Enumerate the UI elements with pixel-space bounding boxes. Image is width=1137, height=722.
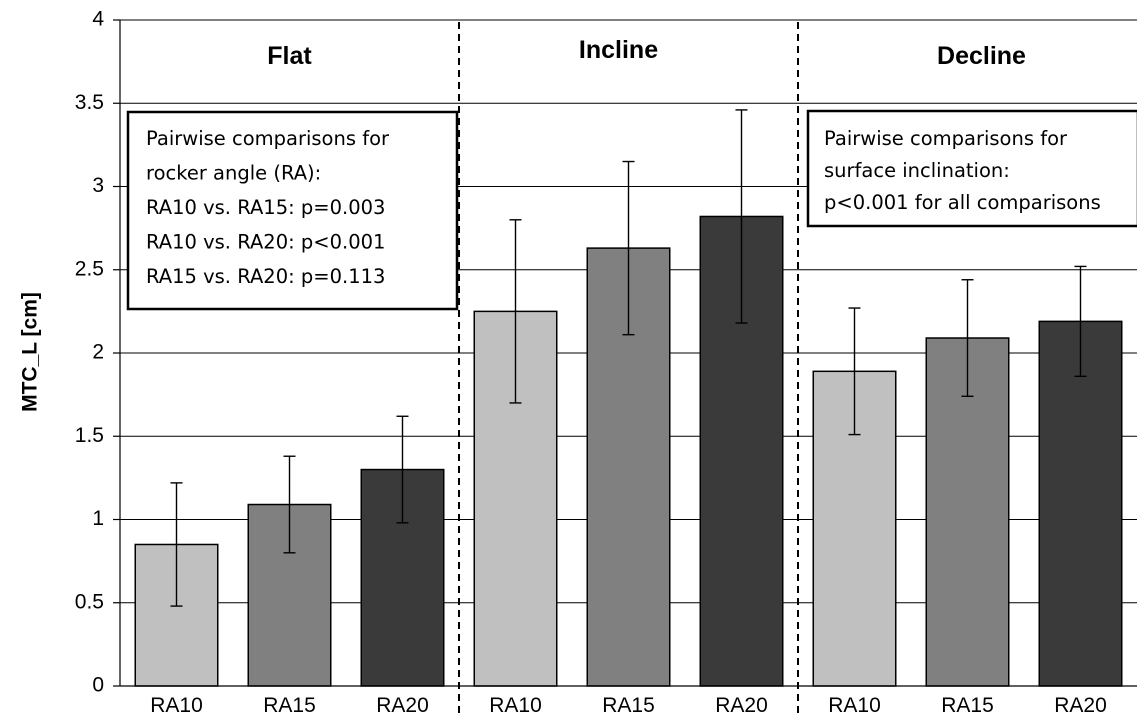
- group-label-decline: Decline: [937, 42, 1026, 70]
- annotations: Pairwise comparisons for rocker angle (RA…: [126, 109, 1137, 311]
- bars: [134, 215, 1123, 687]
- error-bars: [170, 109, 1087, 607]
- axes: [113, 19, 1137, 687]
- surface-inclination-note: Pairwise comparisons for surface inclinat…: [806, 109, 1137, 228]
- bar-incline-ra10: [473, 310, 558, 687]
- y-tick-label: 0.5: [75, 590, 104, 613]
- x-tick-label: RA10: [489, 694, 542, 717]
- annotation-box: [126, 110, 459, 311]
- y-tick-labels: 0 0.5 1 1.5 2 2.5 3 3.5 4: [75, 8, 105, 697]
- x-tick-labels: RA10 RA15 RA20 RA10 RA15 RA20 RA10 RA15 RA20: [150, 694, 1107, 717]
- x-tick-label: RA20: [1054, 694, 1107, 717]
- y-tick-label: 3.5: [75, 91, 104, 114]
- x-tick-label: RA15: [941, 694, 994, 717]
- y-tick-label: 4: [92, 8, 104, 31]
- annotation-line: surface inclination:: [824, 159, 1010, 182]
- y-tick-label: 2.5: [75, 257, 104, 280]
- annotation-line: RA10 vs. RA15: p=0.003: [146, 196, 385, 219]
- annotation-line: RA10 vs. RA20: p<0.001: [146, 231, 385, 254]
- x-tick-label: RA20: [715, 694, 768, 717]
- annotation-line: rocker angle (RA):: [146, 162, 321, 185]
- group-labels: Flat Incline Decline: [267, 36, 1026, 70]
- y-tick-label: 0: [92, 674, 104, 697]
- x-tick-label: RA10: [150, 694, 203, 717]
- rocker-angle-note: Pairwise comparisons for rocker angle (RA…: [126, 110, 459, 311]
- annotation-line: p<0.001 for all comparisons: [824, 191, 1101, 214]
- annotation-line: RA15 vs. RA20: p=0.113: [146, 265, 385, 288]
- y-tick-label: 3: [92, 174, 104, 197]
- group-label-flat: Flat: [267, 42, 312, 70]
- y-axis-title: MTC_L [cm]: [19, 292, 42, 412]
- x-tick-label: RA20: [376, 694, 429, 717]
- x-tick-label: RA10: [828, 694, 881, 717]
- annotation-line: Pairwise comparisons for: [146, 127, 390, 150]
- group-dividers: [458, 22, 799, 718]
- x-tick-label: RA15: [263, 694, 316, 717]
- x-tick-label: RA15: [602, 694, 655, 717]
- y-tick-label: 1: [92, 507, 104, 530]
- group-label-incline: Incline: [579, 36, 658, 64]
- y-tick-label: 2: [92, 341, 104, 364]
- y-tick-label: 1.5: [75, 424, 104, 447]
- annotation-box: [806, 109, 1137, 228]
- annotation-line: Pairwise comparisons for: [824, 127, 1068, 150]
